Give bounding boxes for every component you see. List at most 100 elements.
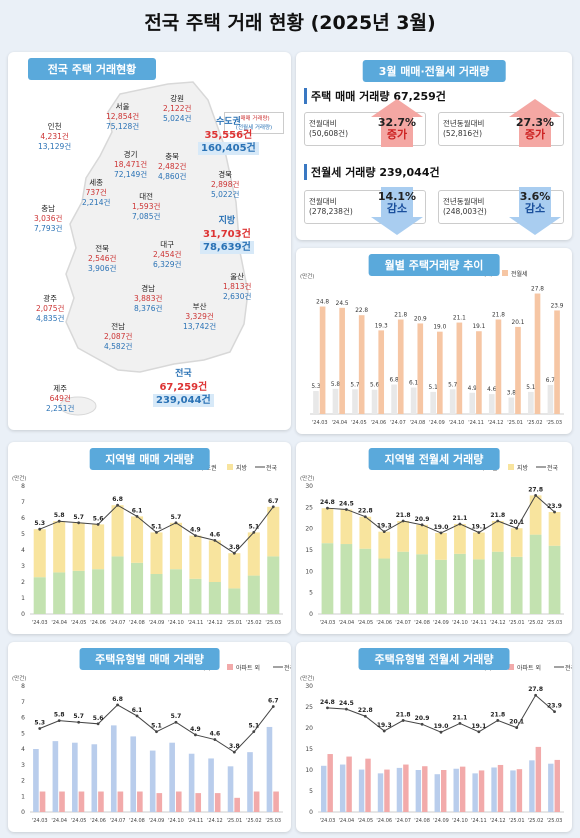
region-trade: 2,087건: [104, 332, 133, 341]
line-data-label: 5.7: [171, 514, 182, 521]
down-arrow-icon: [509, 187, 561, 235]
local-rent: 78,639건: [200, 241, 254, 254]
bar: [491, 767, 497, 812]
region-trade: 2,898건: [211, 180, 240, 189]
line-data-label: 4.9: [190, 527, 201, 534]
bar: [175, 791, 182, 812]
y-tick-label: 5: [309, 590, 313, 597]
type-trade-chart-panel: 아파트아파트 외전국(만건)012345678'24.03'24.04'24.0…: [8, 642, 291, 832]
line-point: [213, 539, 217, 542]
x-tick-label: '24.10: [449, 420, 465, 426]
y-tick-label: 4: [21, 746, 25, 753]
line-point: [194, 534, 197, 537]
line-point: [553, 710, 556, 714]
region-label: 세종 737건 2,214건: [82, 178, 110, 208]
bar: [397, 319, 404, 414]
nation-name: 전국: [175, 369, 192, 379]
y-tick-label: 1: [21, 793, 25, 800]
region-trade: 2,454건: [153, 250, 182, 259]
bar: [472, 559, 485, 614]
trade-yoy-box: 전년동월대비 (52,816건) 27.3% 증가: [438, 99, 564, 147]
x-tick-label: '24.08: [129, 620, 145, 626]
line-point: [38, 527, 42, 531]
line-point: [439, 730, 443, 734]
region-name: 부산: [192, 302, 207, 311]
x-tick-label: '24.11: [468, 420, 484, 426]
line-data-label: 5.8: [54, 712, 65, 719]
bar: [39, 791, 46, 812]
x-tick-label: '24.10: [452, 620, 468, 626]
chart-title: 주택유형별 전월세 거래량: [358, 648, 510, 670]
region-rent: 72,149건: [114, 170, 148, 179]
y-tick-label: 8: [21, 683, 25, 690]
bar: [111, 505, 124, 557]
x-tick-label: '25.02: [528, 620, 544, 626]
x-tick-label: '25.02: [246, 620, 262, 626]
bar: [189, 535, 202, 579]
bar: [478, 770, 485, 812]
line-data-label: 21.8: [396, 711, 411, 718]
rent-yoy-label: 전년동월대비: [443, 197, 485, 206]
x-tick-label: '24.05: [351, 420, 367, 426]
unit-label: (만건): [12, 474, 26, 482]
bar: [52, 741, 59, 812]
legend-swatch: [502, 270, 508, 276]
bar: [359, 548, 372, 614]
line-point: [232, 750, 236, 754]
line-data-label: 5.1: [151, 523, 162, 530]
bar: [491, 520, 504, 552]
region-rent: 5,022건: [211, 190, 240, 199]
y-tick-label: 2: [21, 579, 25, 586]
x-tick-label: '24.05: [71, 620, 87, 626]
legend-label: 아파트 외: [236, 664, 260, 672]
x-tick-label: '24.11: [188, 818, 204, 824]
region-trade: 18,471건: [114, 160, 148, 169]
line-point: [515, 726, 519, 729]
bar: [130, 736, 137, 812]
data-label: 3.8: [507, 391, 517, 397]
x-tick-label: '24.08: [414, 620, 430, 626]
line-data-label: 5.3: [34, 520, 45, 527]
bar: [110, 725, 117, 812]
x-tick-label: '24.04: [51, 818, 67, 824]
line-data-label: 24.8: [320, 499, 335, 506]
bar: [476, 331, 482, 414]
x-tick-label: '24.12: [488, 420, 504, 426]
bar: [321, 765, 327, 812]
line-point: [363, 714, 367, 718]
x-tick-label: '24.05: [357, 620, 373, 626]
bar: [228, 553, 241, 589]
x-tick-label: '24.03: [32, 620, 48, 626]
line-data-label: 21.1: [453, 515, 468, 522]
line-point: [57, 519, 61, 523]
legend-label: 지방: [236, 464, 248, 472]
region-label: 제주 649건 2,251건: [46, 384, 74, 414]
region-trade: 649건: [49, 394, 71, 403]
bar: [548, 763, 554, 812]
bar: [535, 746, 542, 812]
line-data-label: 19.0: [434, 723, 449, 730]
x-tick-label: '24.05: [71, 818, 87, 824]
line-point: [96, 523, 100, 526]
bar: [117, 791, 124, 812]
line-point: [326, 706, 329, 710]
line-point: [553, 510, 556, 514]
region-label: 광주 2,075건 4,835건: [36, 294, 64, 324]
bar: [149, 750, 156, 812]
regional-trade-chart-panel: 수도권지방전국(만건)012345678'24.03'24.04'24.05'2…: [8, 442, 291, 634]
line-point: [401, 719, 405, 722]
bar: [111, 556, 124, 614]
x-tick-label: '24.10: [452, 818, 468, 824]
region-name: 제주: [53, 384, 68, 393]
bar: [234, 797, 240, 812]
bar: [59, 791, 65, 812]
bar: [247, 575, 260, 614]
legend-label: 전국: [266, 464, 278, 472]
region-rent: 4,835건: [36, 314, 65, 323]
bar: [456, 322, 463, 414]
x-tick-label: '25.02: [528, 818, 544, 824]
x-tick-label: '24.03: [320, 818, 336, 824]
line-point: [271, 705, 275, 708]
y-tick-label: 25: [305, 704, 313, 711]
line-data-label: 21.8: [396, 512, 411, 519]
